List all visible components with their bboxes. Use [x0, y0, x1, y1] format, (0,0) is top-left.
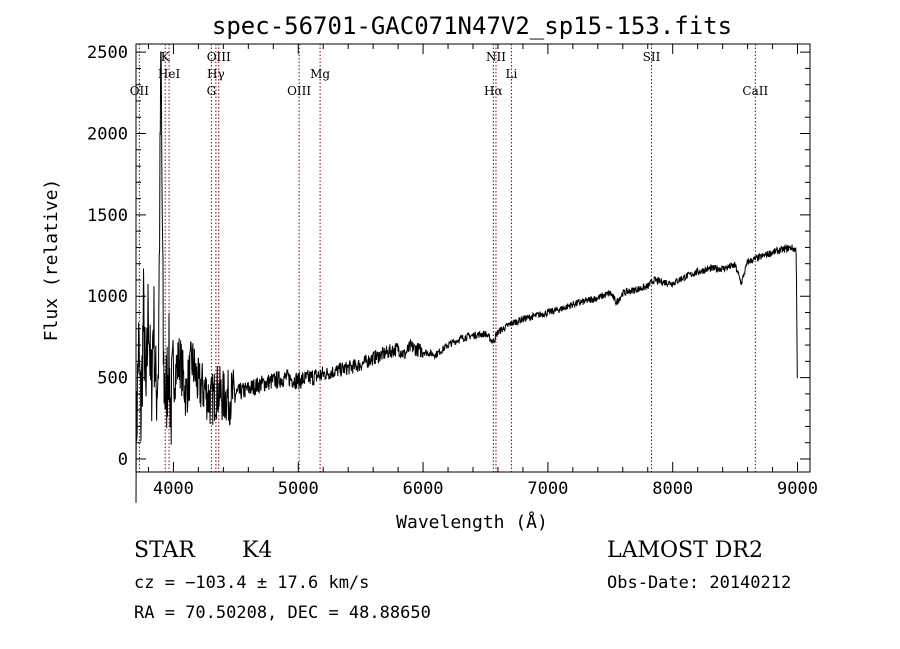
y-axis-label: Flux (relative) — [41, 179, 62, 342]
spectrum-line — [135, 51, 798, 503]
line-marker-label: SII — [643, 50, 661, 64]
y-tick-label: 500 — [97, 369, 128, 389]
x-axis-label: Wavelength (Å) — [396, 511, 548, 533]
line-marker-label: G — [207, 84, 217, 98]
x-tick-label: 9000 — [777, 479, 818, 499]
y-tick-label: 1000 — [87, 287, 128, 307]
y-tick-label: 0 — [118, 450, 128, 470]
y-tick-label: 2500 — [87, 43, 128, 63]
x-tick-label: 4000 — [153, 479, 194, 499]
line-marker-label: HeI — [158, 67, 181, 81]
object-subclass: K4 — [242, 538, 273, 563]
line-marker-label: Hα — [484, 84, 503, 98]
x-axis: 4000 5000 6000 7000 8000 9000 — [147, 44, 818, 499]
x-tick-label: 7000 — [527, 479, 568, 499]
line-marker-label: CaII — [742, 84, 768, 98]
observation-date: Obs-Date: 20140212 — [607, 573, 792, 593]
coordinates: RA = 70.50208, DEC = 48.88650 — [134, 603, 431, 623]
plot-frame — [135, 43, 811, 473]
line-marker-label: K — [161, 50, 171, 64]
y-tick-label: 2000 — [87, 125, 128, 145]
survey-name: LAMOST DR2 — [607, 538, 763, 563]
line-marker-label: OIII — [207, 50, 231, 64]
redshift-velocity: cz = −103.4 ± 17.6 km/s — [134, 573, 370, 593]
line-marker-label: OIII — [287, 84, 311, 98]
y-axis: 0 500 1000 1500 2000 2500 — [87, 43, 810, 470]
line-markers — [138, 44, 756, 472]
line-marker-label: Li — [506, 67, 518, 81]
chart-title: spec-56701-GAC071N47V2_sp15-153.fits — [212, 12, 732, 40]
line-marker-label: NII — [486, 50, 506, 64]
x-tick-label: 8000 — [652, 479, 693, 499]
x-tick-label: 6000 — [403, 479, 444, 499]
line-marker-label: Mg — [310, 67, 330, 81]
y-tick-label: 1500 — [87, 206, 128, 226]
line-marker-label: OII — [130, 84, 150, 98]
object-class: STAR — [134, 538, 195, 563]
x-tick-label: 5000 — [278, 479, 319, 499]
line-marker-label: Hγ — [207, 67, 225, 81]
